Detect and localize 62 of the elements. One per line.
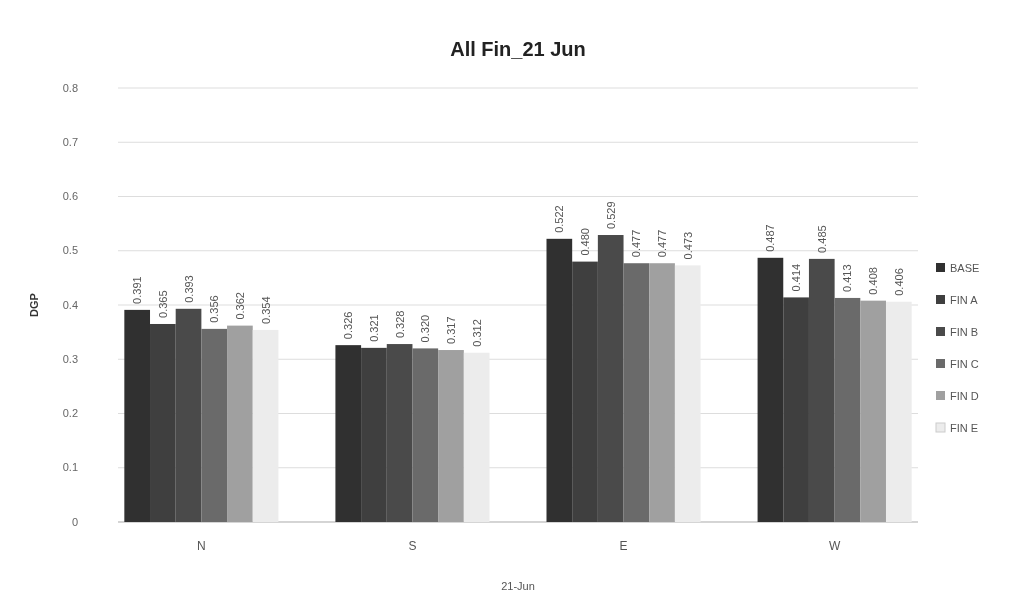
legend-label: BASE xyxy=(950,262,980,274)
y-tick-label: 0 xyxy=(71,515,78,528)
data-label: 0.487 xyxy=(764,224,777,252)
data-label: 0.326 xyxy=(342,311,355,340)
data-label: 0.356 xyxy=(208,295,221,323)
data-label: 0.321 xyxy=(367,314,380,342)
bar xyxy=(649,263,675,522)
data-label: 0.354 xyxy=(259,296,272,324)
chart-title: All Fin_21 Jun xyxy=(450,38,586,60)
legend-label: FIN E xyxy=(950,422,979,434)
x-tick-label: W xyxy=(828,539,841,553)
data-label: 0.522 xyxy=(553,205,566,233)
data-label: 0.406 xyxy=(892,268,905,296)
data-label: 0.365 xyxy=(156,290,169,318)
data-label: 0.485 xyxy=(815,225,828,253)
data-label: 0.413 xyxy=(841,264,854,292)
bar xyxy=(412,348,439,522)
y-tick-label: 0.7 xyxy=(62,135,78,148)
data-label: 0.477 xyxy=(630,229,643,258)
x-tick-label: E xyxy=(619,539,628,553)
data-label: 0.473 xyxy=(681,231,694,260)
y-tick-label: 0.6 xyxy=(62,190,78,203)
bar xyxy=(124,309,151,522)
data-label: 0.362 xyxy=(233,292,246,320)
data-label: 0.477 xyxy=(656,229,669,258)
data-label: 0.391 xyxy=(131,276,144,304)
bar xyxy=(463,352,490,522)
data-label: 0.408 xyxy=(867,267,880,295)
x-tick-label: S xyxy=(408,539,417,553)
bar xyxy=(201,328,228,522)
data-label: 0.317 xyxy=(444,316,457,345)
legend-label: FIN C xyxy=(950,358,979,370)
bar xyxy=(227,325,253,522)
x-tick-label: N xyxy=(197,539,206,553)
bar xyxy=(438,350,464,522)
y-tick-label: 0.8 xyxy=(62,81,78,94)
bar xyxy=(674,265,701,522)
y-tick-label: 0.5 xyxy=(62,244,78,257)
data-label: 0.480 xyxy=(579,228,592,256)
y-tick-label: 0.3 xyxy=(62,352,78,365)
data-label: 0.529 xyxy=(604,201,617,230)
bar xyxy=(335,345,362,522)
bar xyxy=(834,297,861,522)
bar xyxy=(860,300,886,522)
bar xyxy=(885,301,912,522)
x-axis-title: 21-Jun xyxy=(501,580,535,592)
bar xyxy=(623,263,650,522)
y-tick-label: 0.4 xyxy=(62,298,78,311)
legend-label: FIN D xyxy=(950,390,979,402)
bar xyxy=(546,238,573,522)
y-axis-title: DGP xyxy=(28,293,40,317)
y-tick-label: 0.2 xyxy=(62,407,78,420)
legend-label: FIN A xyxy=(950,294,979,306)
bar xyxy=(757,257,784,522)
data-label: 0.414 xyxy=(790,263,803,292)
data-label: 0.312 xyxy=(470,319,483,347)
data-label: 0.393 xyxy=(182,275,195,303)
data-label: 0.328 xyxy=(393,310,406,339)
bar xyxy=(252,329,279,522)
y-tick-label: 0.1 xyxy=(62,461,78,474)
legend-label: FIN B xyxy=(950,326,979,338)
data-label: 0.320 xyxy=(419,314,432,343)
